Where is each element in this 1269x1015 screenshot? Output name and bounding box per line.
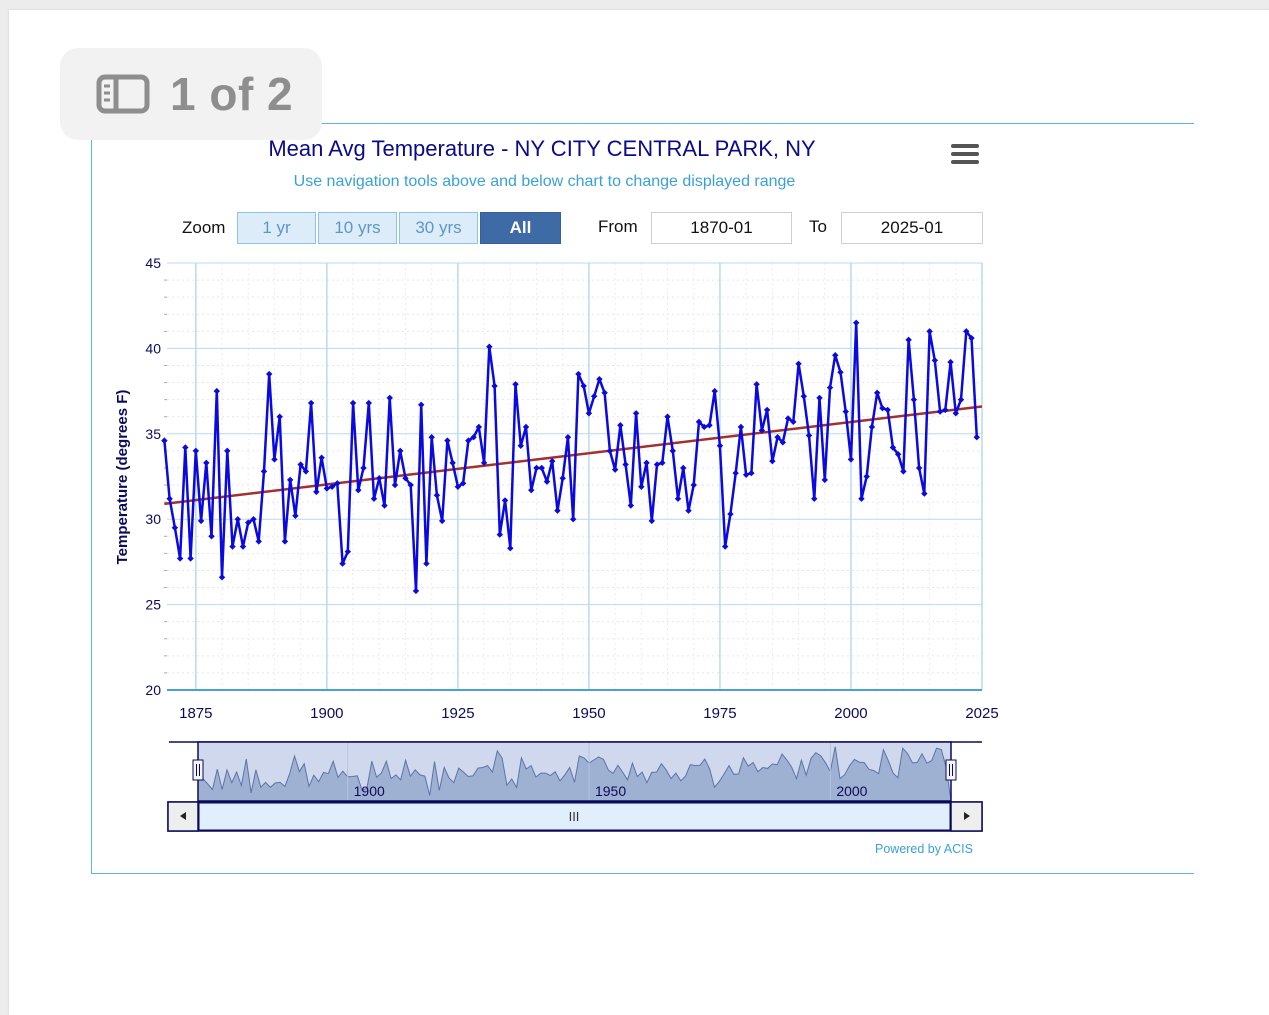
sidebar-panel-icon	[96, 74, 150, 114]
to-date-input[interactable]	[841, 212, 983, 244]
from-label: From	[598, 217, 638, 236]
frame-bottom-line	[91, 873, 1194, 874]
zoom-1yr-button[interactable]: 1 yr	[237, 212, 316, 244]
frame-top-line	[300, 123, 1194, 124]
frame-left-line	[91, 140, 92, 874]
page-counter-pill[interactable]: 1 of 2	[60, 48, 322, 140]
to-label: To	[809, 217, 827, 236]
hamburger-menu-icon[interactable]	[951, 144, 979, 170]
chart-subtitle: Use navigation tools above and below cha…	[293, 173, 796, 190]
from-date-input[interactable]	[651, 212, 792, 244]
zoom-all-button[interactable]: All	[480, 212, 561, 244]
chart-title: Mean Avg Temperature - NY CITY CENTRAL P…	[268, 136, 816, 161]
zoom-label: Zoom	[182, 218, 226, 237]
powered-by-credit[interactable]: Powered by ACIS	[875, 842, 973, 856]
zoom-10yrs-button[interactable]: 10 yrs	[318, 212, 397, 244]
page-counter-label: 1 of 2	[170, 68, 294, 120]
zoom-30yrs-button[interactable]: 30 yrs	[399, 212, 478, 244]
